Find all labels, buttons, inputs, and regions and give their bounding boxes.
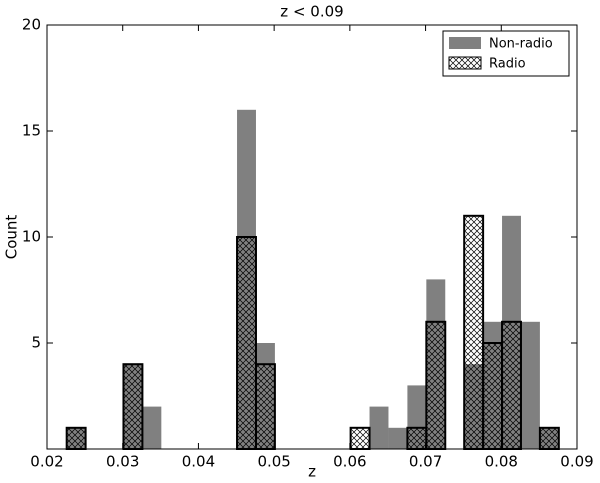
x-tick-label: 0.08 xyxy=(485,453,518,471)
legend-swatch xyxy=(448,56,482,70)
hatched-bar xyxy=(538,426,560,450)
legend-swatch xyxy=(449,37,481,49)
x-axis-label: z xyxy=(308,463,316,481)
x-tick-label: 0.03 xyxy=(106,453,139,471)
hatched-bar xyxy=(482,342,504,450)
hatched-bar xyxy=(122,363,144,451)
hatched-bar xyxy=(349,426,371,450)
y-tick-label: 20 xyxy=(22,16,41,34)
hatched-bar xyxy=(65,426,87,450)
legend-label: Non-radio xyxy=(489,37,553,52)
bar xyxy=(142,406,162,449)
hatched-bar xyxy=(501,320,522,450)
x-tick-label: 0.06 xyxy=(333,453,366,471)
x-tick-label: 0.04 xyxy=(182,453,215,471)
hatched-bar xyxy=(236,236,257,450)
y-tick-label: 15 xyxy=(22,122,41,140)
chart-title: z < 0.09 xyxy=(280,3,343,21)
bar xyxy=(369,406,389,449)
legend-label: Radio xyxy=(489,57,526,72)
x-tick-label: 0.07 xyxy=(409,453,442,471)
y-tick-label: 10 xyxy=(22,228,41,246)
bar xyxy=(520,321,540,449)
x-tick-label: 0.02 xyxy=(30,453,63,471)
bar xyxy=(388,427,408,449)
x-tick-label: 0.09 xyxy=(560,453,593,471)
y-tick-label: 5 xyxy=(31,334,41,352)
hatched-bar xyxy=(406,426,428,450)
hatched-bar xyxy=(425,320,447,450)
x-tick-label: 0.05 xyxy=(257,453,290,471)
hatched-bar xyxy=(254,363,276,451)
hatched-bar xyxy=(463,214,485,450)
y-axis-label: Count xyxy=(3,215,21,260)
